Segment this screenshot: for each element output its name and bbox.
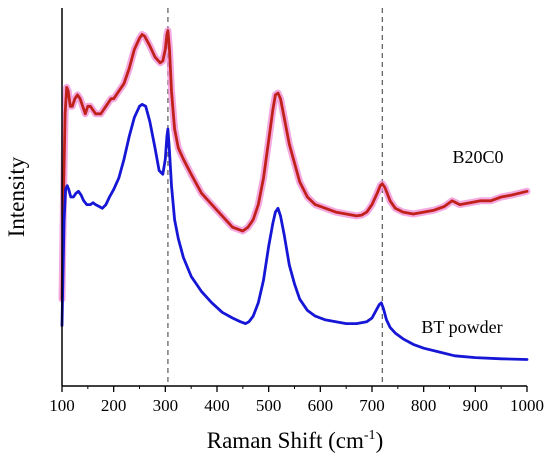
x-axis-title-main: Raman Shift (cm xyxy=(207,428,364,453)
series-label-0: B20C0 xyxy=(452,147,503,167)
x-tick-label-800: 800 xyxy=(411,396,437,415)
series-label-1: BT powder xyxy=(421,317,502,337)
x-axis-title-sup: -1 xyxy=(364,428,376,443)
x-tick-label-900: 900 xyxy=(463,396,489,415)
x-tick-label-600: 600 xyxy=(308,396,334,415)
x-tick-label-400: 400 xyxy=(204,396,230,415)
x-tick-label-100: 100 xyxy=(49,396,75,415)
series-layer xyxy=(58,27,531,361)
x-tick-label-1000: 1000 xyxy=(510,396,544,415)
series-labels: B20C0 BT powder xyxy=(421,147,503,337)
x-axis-title-end: ) xyxy=(376,428,384,453)
x-tick-label-200: 200 xyxy=(101,396,127,415)
x-tick-label-300: 300 xyxy=(153,396,179,415)
series-line-1 xyxy=(60,103,529,361)
x-axis-title: Raman Shift (cm-1) xyxy=(207,428,383,453)
x-tick-label-500: 500 xyxy=(256,396,282,415)
y-axis-title: Intensity xyxy=(4,156,29,237)
x-tick-label-700: 700 xyxy=(359,396,385,415)
reference-lines xyxy=(167,8,383,386)
x-ticks: 100 200 300 400 500 600 700 800 900 1000 xyxy=(49,386,544,415)
series-line-0 xyxy=(60,29,529,301)
